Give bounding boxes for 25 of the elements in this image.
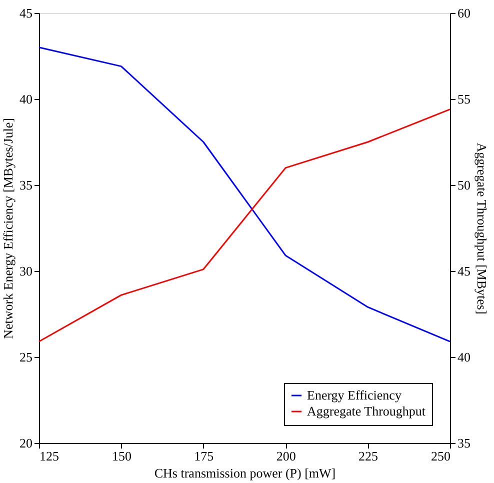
x-tick-label: 150 (112, 448, 132, 464)
line-series (38, 46, 451, 342)
legend-label: Aggregate Throughput (307, 404, 426, 418)
x-tick-label: 125 (40, 448, 59, 464)
y2-axis-title: Aggregate Throughput [MBytes] (474, 142, 490, 314)
x-tick-label: 250 (431, 448, 450, 464)
legend-label: Energy Efficiency (307, 388, 402, 402)
y2-tick-label: 40 (458, 350, 470, 364)
y-tick-label: 30 (20, 264, 32, 278)
y-tick-label: 45 (20, 6, 32, 20)
y-axis-title: Network Energy Efficiency [MBytes/Jule] (0, 118, 16, 339)
y-tick-label: 35 (20, 178, 32, 192)
x-axis-title: CHs transmission power (P) [mW] (154, 466, 336, 480)
y2-tick-label: 55 (458, 92, 470, 106)
x-tick-label: 200 (276, 448, 296, 464)
y2-tick-label: 50 (458, 178, 470, 192)
y2-tick-label: 60 (458, 6, 470, 20)
line-series (38, 108, 451, 342)
y2-tick-label: 35 (458, 436, 470, 450)
x-tick-label: 175 (194, 448, 214, 464)
y2-tick-label: 45 (458, 264, 470, 278)
x-tick-label: 225 (358, 448, 378, 464)
y-tick-label: 40 (20, 92, 32, 106)
y-tick-label: 25 (20, 350, 32, 364)
y-tick-label: 20 (20, 436, 32, 450)
